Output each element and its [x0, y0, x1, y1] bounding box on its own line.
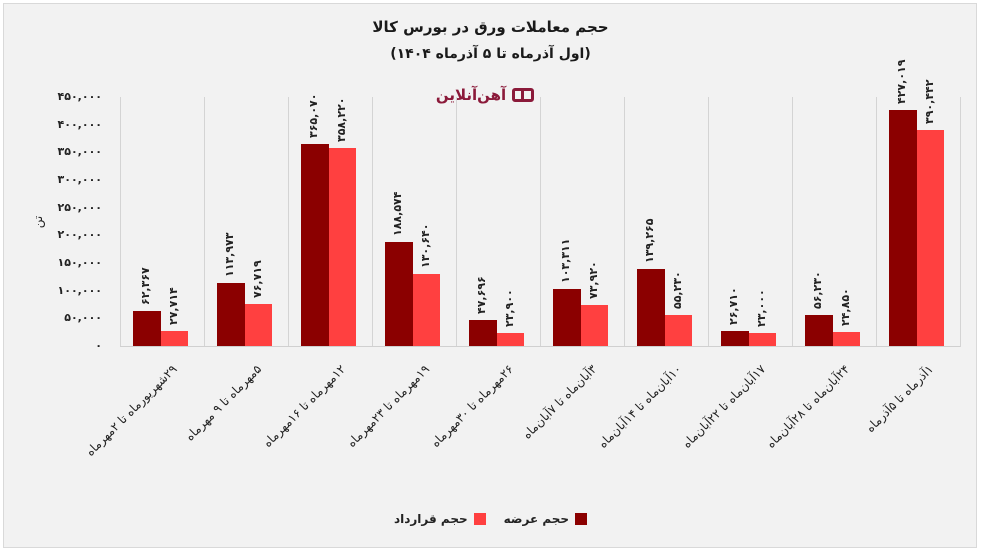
bar-offer — [469, 319, 497, 346]
bar-offer — [301, 143, 329, 346]
value-label-offer: ۲۶,۷۱۰ — [727, 287, 740, 326]
value-label-contract: ۷۳,۹۲۰ — [586, 261, 600, 300]
grid-line — [372, 97, 373, 347]
grid-line — [120, 97, 121, 347]
bar-contract — [748, 333, 776, 346]
y-tick: ۲۵۰,۰۰۰ — [57, 200, 102, 214]
chart-frame — [3, 3, 977, 548]
value-label-contract: ۲۳,۰۰۰ — [754, 289, 768, 328]
bar-offer — [553, 288, 581, 346]
value-label-offer: ۳۶۵,۰۷۰ — [307, 93, 320, 138]
bar-contract — [664, 315, 692, 346]
bar-offer — [889, 109, 917, 346]
legend-label-contract: حجم قرارداد — [393, 512, 468, 526]
legend-swatch-offer-icon — [575, 513, 588, 525]
legend-item-contract: حجم قرارداد — [394, 512, 486, 526]
bar-offer — [805, 314, 833, 346]
value-label-contract: ۵۵,۲۳۰ — [670, 271, 684, 310]
y-tick: ۵۰,۰۰۰ — [64, 311, 102, 325]
value-label-offer: ۴۲۷,۰۱۹ — [895, 59, 908, 104]
grid-line — [876, 97, 877, 347]
grid-line — [792, 97, 793, 347]
bar-contract — [832, 332, 860, 346]
bar-contract — [244, 303, 272, 346]
value-label-contract: ۳۹۰,۴۴۲ — [922, 79, 936, 124]
legend-swatch-contract-icon — [473, 513, 486, 525]
y-tick: ۲۰۰,۰۰۰ — [57, 228, 102, 242]
bar-contract — [580, 305, 608, 346]
value-label-offer: ۱۱۳,۹۷۳ — [223, 232, 236, 277]
legend: حجم عرضه حجم قرارداد — [0, 512, 981, 526]
grid-line — [540, 97, 541, 347]
bar-contract — [916, 129, 944, 346]
value-label-contract: ۲۳,۹۰۰ — [502, 289, 516, 327]
bar-contract — [412, 273, 440, 346]
value-label-offer: ۱۸۸,۵۷۴ — [391, 191, 404, 236]
chart-title: حجم معاملات ورق در بورس کالا — [372, 18, 609, 36]
chart-subtitle: (اول آذرماه تا ۵ آذرماه ۱۴۰۴) — [390, 46, 591, 62]
grid-line — [204, 97, 205, 347]
value-label-offer: ۶۲,۳۶۷ — [139, 267, 152, 306]
value-label-contract: ۳۵۸,۲۲۰ — [334, 97, 348, 142]
bar-contract — [328, 147, 356, 346]
legend-item-offer: حجم عرضه — [503, 512, 588, 526]
logo-text: آهن‌آنلاین — [435, 86, 507, 104]
grid-line — [624, 97, 625, 347]
y-tick: ۴۵۰,۰۰۰ — [57, 90, 102, 103]
grid-line — [288, 97, 289, 347]
value-label-contract: ۲۷,۷۱۴ — [166, 286, 180, 325]
bar-offer — [133, 311, 161, 346]
x-axis-line — [120, 346, 960, 347]
grid-line — [708, 97, 709, 347]
value-label-contract: ۲۴,۸۵۰ — [838, 288, 852, 327]
bar-contract — [160, 330, 188, 346]
logo-icon — [512, 88, 535, 102]
value-label-offer: ۱۳۹,۲۶۵ — [643, 218, 656, 263]
bar-offer — [637, 268, 665, 346]
y-tick: ۴۰۰,۰۰۰ — [57, 117, 102, 131]
brand-logo: آهن‌آنلاین — [420, 84, 550, 106]
y-tick: ۰ — [95, 339, 102, 352]
grid-line — [960, 97, 961, 347]
legend-label-offer: حجم عرضه — [503, 512, 570, 526]
grid-line — [456, 97, 457, 347]
bar-offer — [217, 282, 245, 346]
value-label-offer: ۴۷,۶۹۶ — [475, 275, 488, 314]
y-tick: ۱۵۰,۰۰۰ — [57, 256, 102, 269]
bar-offer — [721, 331, 749, 346]
y-tick: ۳۰۰,۰۰۰ — [57, 173, 102, 186]
bar-contract — [496, 332, 524, 346]
value-label-offer: ۱۰۳,۳۱۱ — [559, 238, 572, 283]
y-tick: ۳۵۰,۰۰۰ — [57, 145, 102, 159]
value-label-contract: ۷۶,۷۱۹ — [250, 259, 264, 298]
y-axis-label: تن — [31, 215, 46, 229]
y-tick: ۱۰۰,۰۰۰ — [57, 283, 102, 297]
value-label-contract: ۱۳۰,۶۴۰ — [418, 223, 432, 268]
value-label-offer: ۵۶,۲۳۰ — [811, 271, 824, 309]
bar-offer — [385, 241, 413, 346]
